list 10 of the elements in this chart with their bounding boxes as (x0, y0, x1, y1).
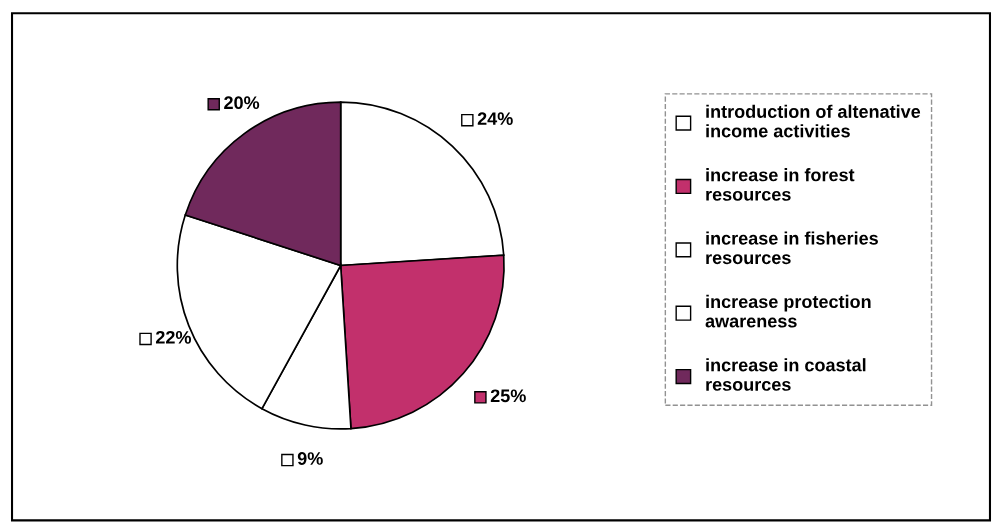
data-label: 24% (477, 112, 513, 126)
legend-label: increase protection awareness (705, 294, 871, 328)
data-label: 22% (155, 330, 192, 344)
data-label: 20% (224, 96, 260, 110)
legend-label: increase in coastal resources (706, 358, 866, 391)
legend-label: increase in fisheries resources (706, 231, 878, 265)
legend-label: introduction of altenative income activities (706, 104, 921, 138)
legend-label: increase in forest resources (706, 168, 855, 201)
data-label: 9% (297, 452, 323, 465)
data-label: 25% (490, 389, 526, 403)
